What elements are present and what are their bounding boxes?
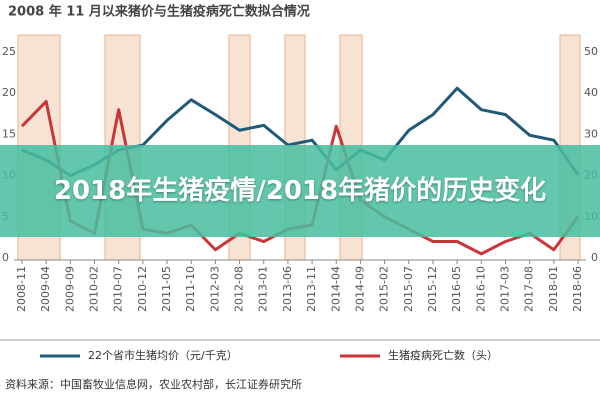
y-tick-label: 25: [2, 45, 16, 58]
legend-label: 生猪疫病死亡数（头）: [388, 348, 498, 362]
x-tick-label: 2018-01: [547, 266, 560, 312]
x-tick-label: 2013-01: [257, 266, 270, 312]
legend-label: 22个省市生猪均价（元/千克）: [88, 348, 238, 362]
y2-tick-label: 30: [584, 127, 598, 140]
x-tick-label: 2012-08: [233, 266, 246, 312]
x-tick-label: 2012-03: [208, 266, 221, 312]
banner: 2018年生猪疫情/2018年猪价的历史变化: [0, 145, 600, 237]
x-tick-label: 2015-02: [378, 266, 391, 312]
x-tick-label: 2014-09: [353, 266, 366, 312]
banner-text: 2018年生猪疫情/2018年猪价的历史变化: [53, 176, 547, 206]
x-tick-label: 2009-04: [39, 266, 52, 312]
source: 资料来源：中国畜牧业信息网，农业农村部，长江证券研究所: [5, 377, 302, 391]
y2-tick-label: 0: [591, 251, 598, 264]
y-tick-label: 15: [2, 127, 16, 140]
x-tick-label: 2014-04: [329, 266, 342, 312]
x-tick-label: 2017-03: [498, 266, 511, 312]
x-tick-label: 2010-02: [88, 266, 101, 312]
y2-tick-label: 50: [584, 45, 598, 58]
x-tick-label: 2015-07: [402, 266, 415, 312]
x-tick-label: 2017-08: [523, 266, 536, 312]
y-tick-label: 0: [2, 251, 9, 264]
chart-title: 2008 年 11 月以来猪价与生猪疫病死亡数拟合情况: [8, 4, 310, 20]
x-tick-label: 2010-12: [136, 266, 149, 312]
x-tick-label: 2008-11: [15, 266, 28, 312]
y-tick-label: 20: [2, 86, 16, 99]
x-tick-label: 2016-10: [474, 266, 487, 312]
x-tick-label: 2018-06: [571, 266, 584, 312]
y2-tick-label: 40: [584, 86, 598, 99]
x-tick-label: 2013-11: [305, 266, 318, 312]
x-tick-label: 2011-05: [160, 266, 173, 312]
x-tick-label: 2016-05: [450, 266, 463, 312]
x-tick-label: 2010-07: [112, 266, 125, 312]
x-tick-label: 2013-06: [281, 266, 294, 312]
x-tick-label: 2011-10: [184, 266, 197, 312]
x-tick-label: 2009-09: [63, 266, 76, 312]
x-tick-label: 2015-12: [426, 266, 439, 312]
